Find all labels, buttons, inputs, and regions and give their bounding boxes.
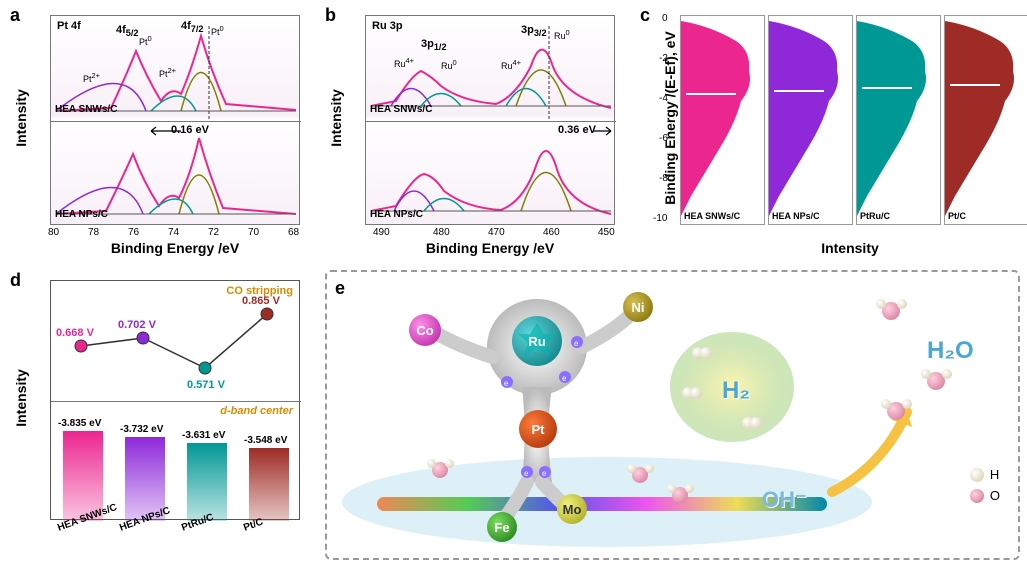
svg-text:0.865 V: 0.865 V: [242, 296, 281, 307]
svg-text:0.668 V: 0.668 V: [56, 327, 95, 339]
sample-b-top: HEA SNWs/C: [370, 104, 432, 115]
xt-b-1: 480: [433, 227, 450, 238]
h2o-label: H₂O: [927, 337, 974, 365]
xlabel-c: Intensity: [790, 240, 910, 256]
legend-o-icon: [970, 489, 984, 503]
atom-co: Co: [409, 314, 441, 346]
xt-a-1: 78: [88, 227, 99, 238]
ylabel-b: Intensity: [328, 89, 344, 147]
sample-a-top: HEA SNWs/C: [55, 104, 117, 115]
legend-e: H O: [970, 467, 1000, 503]
atom-fe: Fe: [487, 512, 517, 542]
xlabel-a: Binding Energy /eV: [90, 240, 260, 256]
pt2-b: Pt2+: [159, 66, 176, 79]
dband-val-1: -3.732 eV: [120, 424, 163, 435]
dband-val-0: -3.835 eV: [58, 418, 101, 429]
yt-c-3: -6: [659, 133, 668, 144]
xlabel-b: Binding Energy /eV: [405, 240, 575, 256]
svg-text:e: e: [562, 374, 567, 383]
panel-e-schematic: e: [325, 270, 1020, 560]
co-strip-plot: 0.668 V 0.702 V 0.571 V 0.865 V: [51, 296, 301, 396]
ylabel-d: Intensity: [13, 369, 29, 427]
panel-d-co-dband: d Intensity CO stripping 0.668 V 0.702 V…: [10, 270, 310, 560]
yt-c-4: -8: [659, 173, 668, 184]
xt-a-4: 72: [208, 227, 219, 238]
dband-bar-2: [187, 443, 227, 521]
atom-ni: Ni: [623, 292, 653, 322]
legend-h-label: H: [990, 467, 999, 482]
ru4-b: Ru4+: [501, 58, 521, 71]
pt0-a: Pt0: [139, 34, 152, 47]
peak-3p32: 3p3/2: [521, 24, 547, 38]
c-subplot-3: Pt/C: [944, 15, 1027, 225]
dband-bars: -3.835 eV -3.732 eV -3.631 eV -3.548 eV: [51, 421, 301, 521]
chart-d: CO stripping 0.668 V 0.702 V 0.571 V 0.8…: [50, 280, 300, 520]
ru4-a: Ru4+: [394, 56, 414, 69]
ru0-a: Ru0: [441, 58, 457, 71]
svg-text:0.702 V: 0.702 V: [118, 319, 157, 331]
xt-b-0: 490: [373, 227, 390, 238]
chart-b: Ru 3p 3p1/2 3p3/2 Ru4+ Ru0 Ru4+ Ru0 HEA …: [365, 15, 615, 225]
xt-a-5: 70: [248, 227, 259, 238]
oh-label: OH⁻: [762, 487, 807, 513]
pt2-a: Pt2+: [83, 71, 100, 84]
svg-text:e: e: [574, 339, 579, 348]
h2-label: H₂: [722, 377, 750, 405]
chart-a: Pt 4f 4f5/2 4f7/2 Pt0 Pt0 Pt2+ Pt2+ HEA …: [50, 15, 300, 225]
panel-a-xps-pt4f: a Intensity Pt 4f 4f5/2 4f7/2 Pt0 Pt0 Pt…: [10, 5, 310, 255]
label-b: b: [325, 5, 336, 26]
label-a: a: [10, 5, 20, 26]
sample-a-bot: HEA NPs/C: [55, 209, 108, 220]
xt-b-3: 460: [543, 227, 560, 238]
legend-h-icon: [970, 468, 984, 482]
ru0-b: Ru0: [554, 28, 570, 41]
xt-a-6: 68: [288, 227, 299, 238]
yt-c-5: -10: [653, 213, 667, 224]
panel-b-xps-ru3p: b Intensity Ru 3p 3p1/2 3p3/2 Ru4+ Ru0 R…: [325, 5, 625, 255]
legend-o-label: O: [990, 488, 1000, 503]
label-c: c: [640, 5, 650, 26]
dband-bar-3: [249, 448, 289, 521]
label-d: d: [10, 270, 21, 291]
svg-text:e: e: [504, 379, 509, 388]
yt-c-2: -4: [659, 93, 668, 104]
svg-text:e: e: [542, 469, 547, 478]
svg-text:e: e: [524, 469, 529, 478]
title-dband: d-band center: [220, 405, 293, 417]
svg-text:0.571 V: 0.571 V: [187, 379, 226, 391]
xt-b-4: 450: [598, 227, 615, 238]
yt-c-0: 0: [662, 13, 668, 24]
xt-a-0: 80: [48, 227, 59, 238]
peak-4f72: 4f7/2: [181, 20, 204, 34]
c-subplot-2: PtRu/C: [856, 15, 941, 225]
yt-c-1: -2: [659, 53, 668, 64]
dband-val-2: -3.631 eV: [182, 430, 225, 441]
atom-pt: Pt: [519, 410, 557, 448]
c-subplot-1: HEA NPs/C: [768, 15, 853, 225]
ylabel-a: Intensity: [13, 89, 29, 147]
xt-b-2: 470: [488, 227, 505, 238]
atom-mo: Mo: [557, 494, 587, 524]
pt0-b: Pt0: [211, 24, 224, 37]
peak-4f52: 4f5/2: [116, 24, 139, 38]
atom-ru: Ru: [512, 316, 562, 366]
sample-b-bot: HEA NPs/C: [370, 209, 423, 220]
peak-3p12: 3p1/2: [421, 38, 447, 52]
panel-c-dband: c Binding Energy /(E-Ef), eV Intensity 0…: [640, 5, 1020, 255]
dband-val-3: -3.548 eV: [244, 435, 287, 446]
c-subplot-0: HEA SNWs/C: [680, 15, 765, 225]
xt-a-2: 76: [128, 227, 139, 238]
xt-a-3: 74: [168, 227, 179, 238]
